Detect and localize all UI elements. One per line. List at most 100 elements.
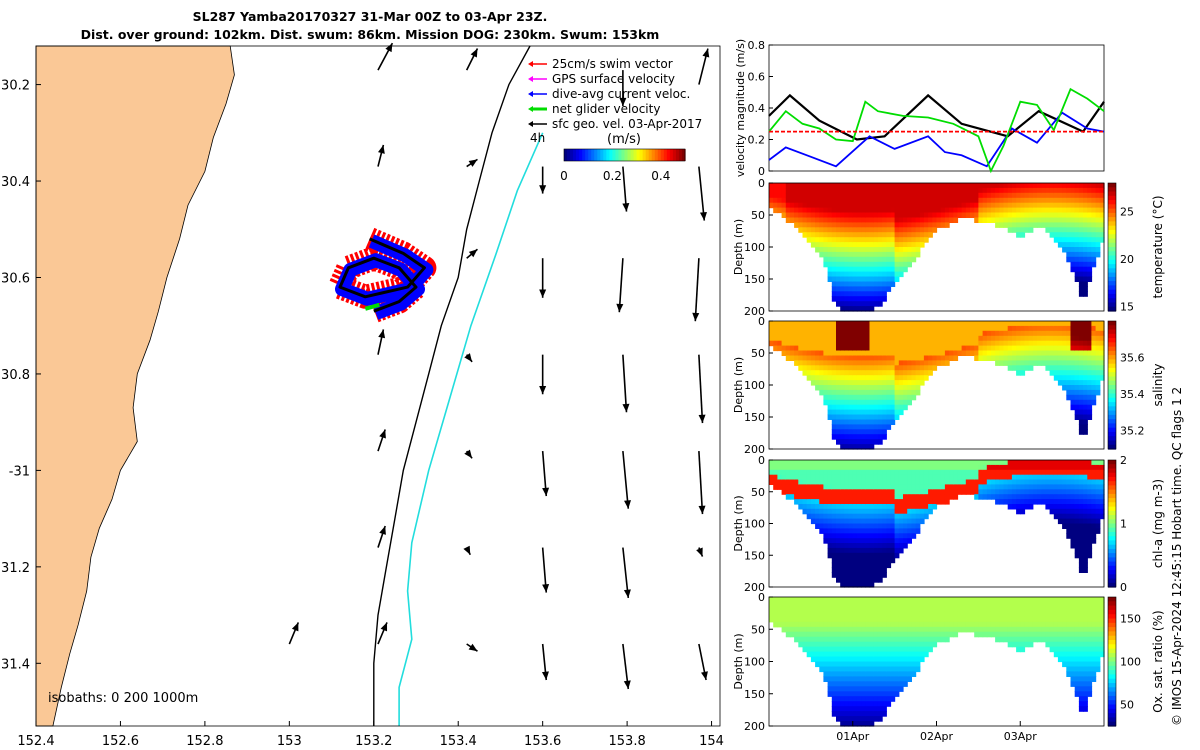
heatmap-cell xyxy=(978,469,984,476)
heatmap-cell xyxy=(1083,375,1088,381)
heatmap-cell xyxy=(1091,513,1097,520)
heatmap-cell xyxy=(1087,350,1093,356)
heatmap-cell xyxy=(974,606,979,613)
heatmap-cell xyxy=(840,691,845,697)
colorbar-cell xyxy=(1108,306,1116,312)
heatmap-cell xyxy=(844,701,850,707)
heatmap-cell xyxy=(886,479,892,485)
heatmap-cell xyxy=(1074,484,1080,490)
heatmap-cell xyxy=(1087,227,1093,233)
heatmap-cell xyxy=(831,271,837,278)
heatmap-cell xyxy=(827,321,833,327)
heatmap-cell xyxy=(873,716,879,722)
heatmap-cell xyxy=(869,602,875,608)
heatmap-cell xyxy=(949,611,954,618)
heatmap-cell xyxy=(798,355,804,361)
heatmap-cell xyxy=(898,202,904,209)
heatmap-cell xyxy=(1070,202,1076,209)
heatmap-cell xyxy=(1049,197,1055,204)
heatmap-cell xyxy=(1070,222,1076,228)
heatmap-cell xyxy=(1045,335,1051,342)
heatmap-cell xyxy=(1074,616,1080,623)
heatmap-cell xyxy=(852,701,858,707)
heatmap-cell xyxy=(999,499,1005,505)
heatmap-cell xyxy=(978,597,984,603)
heatmap-cell xyxy=(877,701,883,707)
heatmap-cell xyxy=(844,237,850,243)
heatmap-cell xyxy=(1062,340,1067,347)
colorbar-cell xyxy=(1108,229,1116,235)
heatmap-cell xyxy=(886,286,892,292)
heatmap-cell xyxy=(1095,330,1101,337)
heatmap-cell xyxy=(1057,330,1063,337)
heatmap-cell xyxy=(844,671,850,677)
heatmap-cell xyxy=(978,460,984,466)
heatmap-cell xyxy=(911,631,917,638)
heatmap-cell xyxy=(1028,504,1034,510)
heatmap-cell xyxy=(990,494,996,500)
heatmap-cell xyxy=(852,513,858,520)
heatmap-cell xyxy=(1070,394,1076,401)
heatmap-cell xyxy=(848,701,854,707)
heatmap-cell xyxy=(1024,626,1030,633)
heatmap-cell xyxy=(831,414,837,420)
heatmap-cell xyxy=(1083,429,1088,435)
heatmap-cell xyxy=(865,557,871,564)
heatmap-cell xyxy=(781,611,787,618)
heatmap-cell xyxy=(982,335,988,342)
heatmap-cell xyxy=(861,399,866,406)
heatmap-cell xyxy=(823,207,829,214)
heatmap-cell xyxy=(1037,611,1042,618)
heatmap-cell xyxy=(974,207,979,214)
heatmap-cell xyxy=(802,464,808,471)
heatmap-cell xyxy=(957,626,963,633)
heatmap-cell xyxy=(810,513,816,520)
heatmap-cell xyxy=(873,631,879,638)
heatmap-cell xyxy=(886,469,892,476)
colorbar-cell xyxy=(1108,342,1116,348)
heatmap-cell xyxy=(919,212,925,218)
heatmap-cell xyxy=(915,616,921,623)
heatmap-cell xyxy=(890,676,896,682)
heatmap-cell xyxy=(836,187,841,194)
heatmap-cell xyxy=(1083,543,1088,549)
heatmap-cell xyxy=(990,460,996,466)
heatmap-cell xyxy=(1057,355,1063,361)
heatmap-cell xyxy=(903,183,908,189)
heatmap-cell xyxy=(823,533,829,539)
heatmap-cell xyxy=(852,360,858,366)
heatmap-cell xyxy=(844,538,850,544)
heatmap-cell xyxy=(894,232,900,238)
heatmap-cell xyxy=(1091,261,1097,268)
heatmap-cell xyxy=(1078,543,1084,549)
heatmap-cell xyxy=(865,325,871,332)
heatmap-cell xyxy=(831,518,837,525)
heatmap-cell xyxy=(819,350,825,356)
heatmap-cell xyxy=(1074,261,1080,268)
heatmap-cell xyxy=(1095,375,1101,381)
heatmap-cell xyxy=(852,385,858,391)
heatmap-cell xyxy=(827,385,833,391)
heatmap-cell xyxy=(970,183,975,189)
heatmap-cell xyxy=(990,345,996,352)
heatmap-cell xyxy=(810,611,816,618)
heatmap-cell xyxy=(1053,499,1059,505)
colorbar-cell xyxy=(1108,574,1116,580)
heatmap-cell xyxy=(840,567,845,573)
heatmap-cell xyxy=(1062,508,1067,515)
heatmap-cell xyxy=(819,237,825,243)
heatmap-cell xyxy=(1020,489,1026,495)
heatmap-cell xyxy=(1066,325,1072,332)
heatmap-cell xyxy=(789,212,795,218)
heatmap-cell xyxy=(844,528,850,534)
heatmap-cell xyxy=(785,321,791,327)
heatmap-cell xyxy=(869,582,875,588)
heatmap-cell xyxy=(1087,484,1093,490)
heatmap-cell xyxy=(1074,494,1080,500)
heatmap-cell xyxy=(932,489,938,495)
heatmap-cell xyxy=(865,691,871,697)
heatmap-cell xyxy=(949,207,954,214)
heatmap-cell xyxy=(1091,484,1097,490)
heatmap-cell xyxy=(965,484,971,490)
heatmap-cell xyxy=(844,557,850,564)
